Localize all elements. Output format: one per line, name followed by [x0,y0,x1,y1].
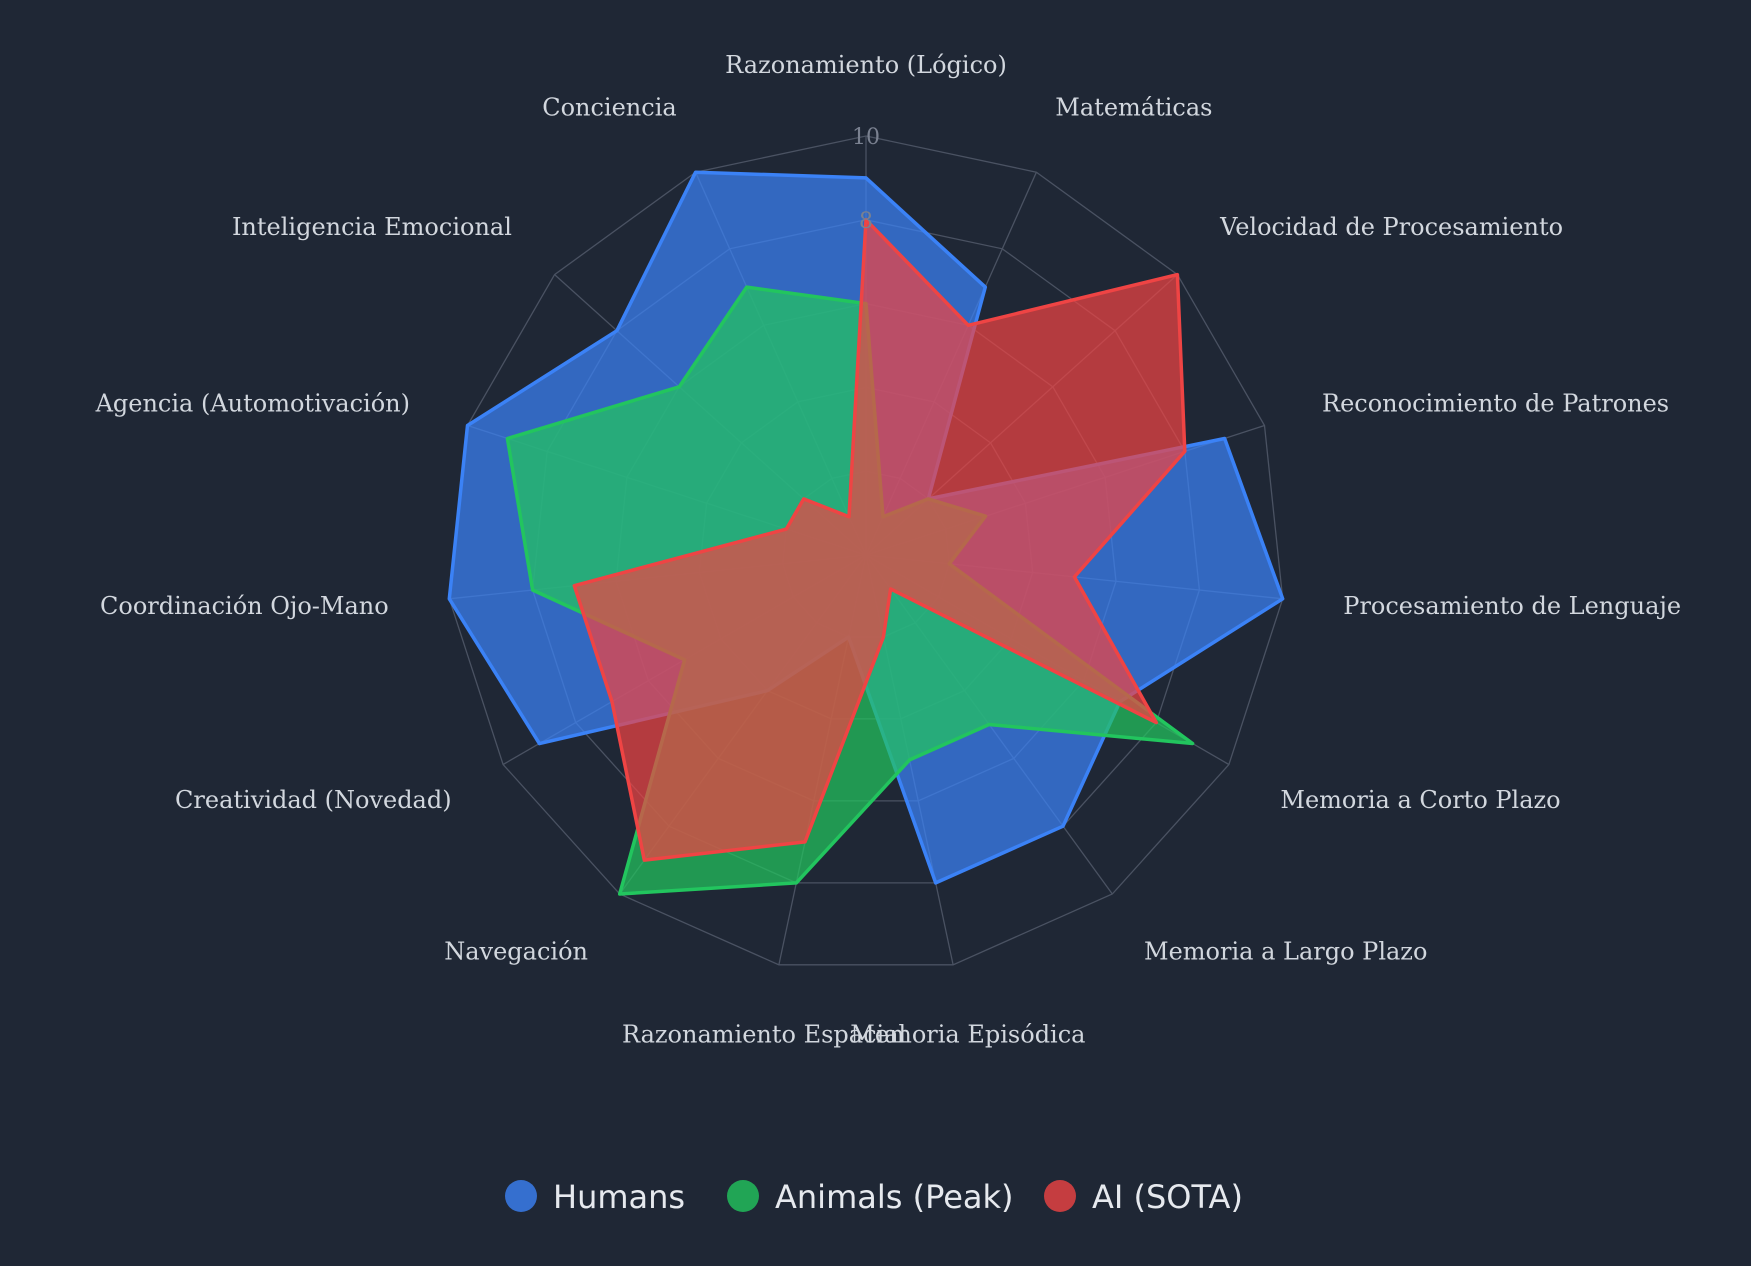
legend-marker [505,1180,537,1212]
axis-label: Razonamiento (Lógico) [725,51,1007,79]
legend-marker [727,1180,759,1212]
axis-label: Memoria a Corto Plazo [1280,786,1560,814]
axis-label: Velocidad de Procesamiento [1219,213,1563,241]
legend[interactable]: Humans Animals (Peak) AI (SOTA) [505,1178,1243,1216]
axis-label: Coordinación Ojo-Mano [100,592,389,620]
axis-label: Conciencia [542,93,676,121]
axis-label: Razonamiento Espacial [622,1020,906,1048]
radar-series [447,170,1285,896]
axis-label: Memoria Episódica [850,1020,1085,1048]
axis-label: Navegación [444,937,588,965]
radial-tick-labels: 8 10 [852,125,880,234]
legend-label: AI (SOTA) [1092,1178,1243,1216]
legend-item[interactable]: Animals (Peak) [727,1178,1014,1216]
axis-labels: Razonamiento (Lógico) Matemáticas Velocida… [95,51,1681,1048]
axis-label: Memoria a Largo Plazo [1144,937,1427,965]
legend-item[interactable]: Humans [505,1178,685,1216]
legend-item[interactable]: AI (SOTA) [1044,1178,1243,1216]
series-ai-sota [572,218,1187,862]
axis-label: Agencia (Automotivación) [95,390,410,418]
legend-marker [1044,1180,1076,1212]
grid-ring [448,135,1284,966]
legend-label: Humans [553,1178,685,1216]
tick-label: 10 [852,125,880,150]
axis-label: Creatividad (Novedad) [175,786,452,814]
axis-label: Matemáticas [1055,93,1212,121]
axis-label: Procesamiento de Lenguaje [1343,592,1681,620]
legend-label: Animals (Peak) [775,1178,1014,1216]
axis-label: Inteligencia Emocional [232,213,512,241]
axis-label: Reconocimiento de Patrones [1322,390,1669,418]
tick-label: 8 [859,209,873,234]
